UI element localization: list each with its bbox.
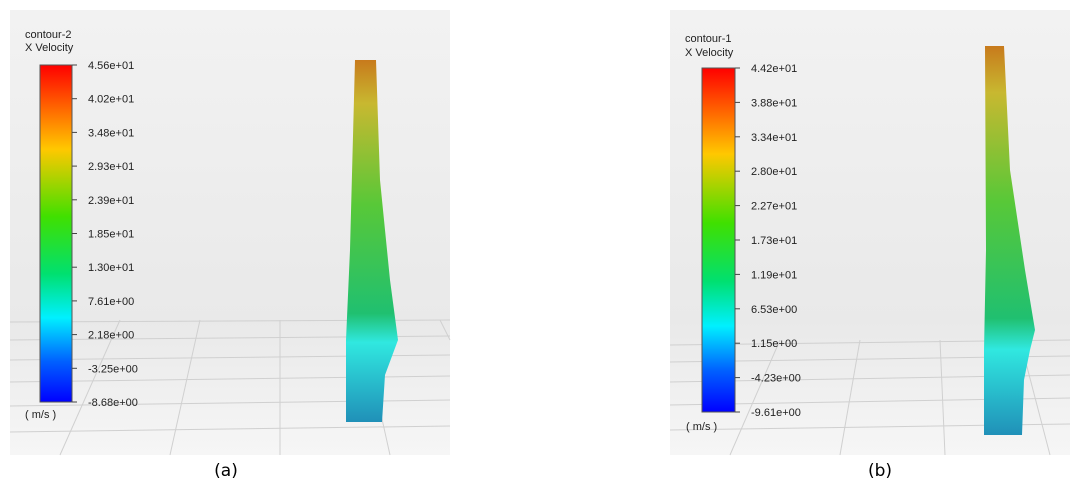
tick-label: -8.68e+00 [88,397,138,409]
tick-label: 6.53e+00 [751,304,797,316]
unit: ( m/s ) [686,421,717,433]
tick-label: 2.93e+01 [88,161,134,173]
tick-label: 1.73e+01 [751,235,797,247]
tick-label: -3.25e+00 [88,363,138,375]
tick-label: 1.30e+01 [88,262,134,274]
figure: contour-2 X Velocity ( m/s ) (a) 4.56e+0… [0,0,1080,484]
tick-label: 7.61e+00 [88,296,134,308]
tick-label: 3.88e+01 [751,97,797,109]
tick-label: 4.56e+01 [88,60,134,72]
tick-label: 2.80e+01 [751,166,797,178]
tick-label: 3.34e+01 [751,132,797,144]
unit: ( m/s ) [25,409,56,421]
tick-label: 1.85e+01 [88,229,134,241]
tick-label: 1.15e+00 [751,338,797,350]
tick-label: 3.48e+01 [88,127,134,139]
colorbar [40,65,72,402]
tick-label: -4.23e+00 [751,373,801,385]
tick-label: 2.27e+01 [751,201,797,213]
panel-b: contour-1 X Velocity ( m/s ) (b) 4.42e+0… [670,10,1070,481]
tick-label: 4.02e+01 [88,94,134,106]
contour-title: contour-2 [25,29,71,41]
page: contour-2 X Velocity ( m/s ) (a) 4.56e+0… [0,0,1080,484]
caption: (b) [868,461,892,481]
tick-label: 2.39e+01 [88,195,134,207]
tick-label: -9.61e+00 [751,407,801,419]
panel-a: contour-2 X Velocity ( m/s ) (a) 4.56e+0… [10,10,450,481]
contour-title: contour-1 [685,33,731,45]
colorbar [702,68,735,412]
tick-label: 1.19e+01 [751,269,797,281]
quantity: X Velocity [25,42,74,54]
quantity: X Velocity [685,47,734,59]
tick-label: 4.42e+01 [751,63,797,75]
tick-label: 2.18e+00 [88,330,134,342]
caption: (a) [214,461,238,481]
